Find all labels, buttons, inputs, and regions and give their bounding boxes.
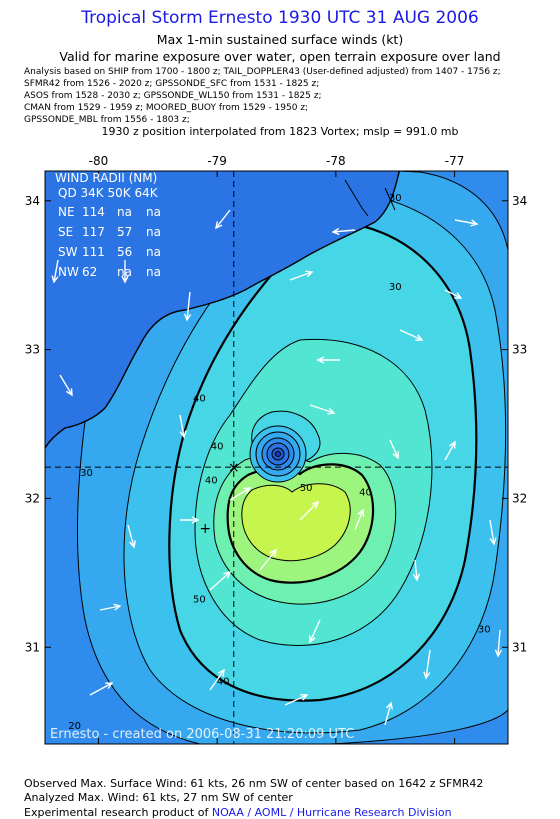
lat-tick-label-right: 31 xyxy=(512,640,527,654)
vortex-line: 1930 z position interpolated from 1823 V… xyxy=(101,125,459,138)
wind-vector xyxy=(354,508,365,531)
lat-tick-label-right: 34 xyxy=(512,194,527,208)
contour-label: 40 xyxy=(359,487,372,498)
lat-tick-label-right: 32 xyxy=(512,491,527,505)
contour-label: 50 xyxy=(300,483,313,494)
wind-vector xyxy=(184,291,192,322)
max-wind-marker: + xyxy=(199,521,211,537)
wind-vector xyxy=(309,404,336,415)
contour-label: 40 xyxy=(217,676,230,687)
wind-vector xyxy=(389,439,400,460)
wind-vector xyxy=(215,209,231,230)
wind-vector xyxy=(179,414,187,439)
wind-vector xyxy=(180,516,200,524)
wind-vector xyxy=(121,260,129,284)
wind-area-60kt xyxy=(241,483,351,562)
wind-vector xyxy=(209,570,232,591)
credit-line: Experimental research product of NOAA / … xyxy=(24,806,452,819)
observed-max-wind: Observed Max. Surface Wind: 61 kts, 26 n… xyxy=(24,777,484,790)
contour-label: 40 xyxy=(205,476,218,487)
source-line: ASOS from 1528 - 2030 z; GPSSONDE_WL150 … xyxy=(24,91,322,101)
map-title: Tropical Storm Ernesto 1930 UTC 31 AUG 2… xyxy=(81,8,479,28)
lat-tick-label-left: 33 xyxy=(25,343,40,357)
wind-vector xyxy=(89,682,114,696)
barrier-island xyxy=(344,179,396,217)
contour-label: 20 xyxy=(68,721,81,732)
contour-label: 40 xyxy=(211,441,224,452)
center-marker: × xyxy=(228,460,240,476)
hrd-link[interactable]: NOAA / AOML / Hurricane Research Divisio… xyxy=(211,806,452,819)
wind-vector xyxy=(444,440,456,461)
wind-vector xyxy=(59,374,73,397)
wind-radii-row: NE 114 na na xyxy=(58,205,161,219)
lat-tick-label-left: 32 xyxy=(25,491,40,505)
source-line: GPSSONDE_MBL from 1556 - 1803 z; xyxy=(24,115,190,125)
wind-vector xyxy=(299,500,320,521)
wind-field: 30 30 40 40 40 50 40 30 50 40 30 20 xyxy=(45,171,508,744)
wind-vector xyxy=(494,629,503,658)
wind-vector xyxy=(423,649,431,680)
wind-vector xyxy=(412,559,421,582)
wind-radii-row: SE 117 57 na xyxy=(58,225,161,239)
wind-radii-row: SW 111 56 na xyxy=(58,245,161,259)
wind-vector xyxy=(309,619,321,644)
contour-labels: 30 30 40 40 40 50 40 30 50 40 30 20 xyxy=(68,193,490,732)
source-line: SFMR42 from 1526 - 2020 z; GPSSONDE_SFC … xyxy=(24,79,320,89)
contour-label: 40 xyxy=(193,394,206,405)
wind-vector xyxy=(259,548,277,571)
map-subtitle: Max 1-min sustained surface winds (kt) xyxy=(156,32,404,47)
analyzed-max-wind: Analyzed Max. Wind: 61 kts, 27 nm SW of … xyxy=(24,791,293,804)
lon-tick-label-top: -79 xyxy=(207,154,227,168)
contour-label: 30 xyxy=(389,282,402,293)
lat-tick-label-right: 33 xyxy=(512,343,527,357)
coastline xyxy=(45,171,401,450)
contour-label: 30 xyxy=(478,624,491,635)
wind-arrows xyxy=(51,209,503,726)
wind-vector xyxy=(284,694,309,706)
lon-tick-label-top: -80 xyxy=(89,154,109,168)
wind-vector xyxy=(384,701,394,726)
wind-vector xyxy=(289,270,314,281)
wind-vector xyxy=(209,668,225,691)
wind-vector xyxy=(489,519,497,546)
wind-vector xyxy=(454,219,479,227)
lon-tick-label-top: -78 xyxy=(326,154,346,168)
wind-radii-title: WIND RADII (NM) xyxy=(55,171,157,185)
source-line: CMAN from 1529 - 1959 z; MOORED_BUOY fro… xyxy=(24,103,309,113)
lat-tick-label-left: 31 xyxy=(25,640,40,654)
contour-label: 30 xyxy=(389,193,402,204)
wind-radii-table: WIND RADII (NM) QD 34K 50K 64K NE 114 na n… xyxy=(55,171,161,279)
contour-label: 30 xyxy=(80,468,93,479)
source-line: Analysis based on SHIP from 1700 - 1800 … xyxy=(24,67,501,77)
wind-vector xyxy=(127,524,137,549)
lon-tick-label-top: -77 xyxy=(445,154,465,168)
core-ring xyxy=(275,451,281,457)
wind-radii-row: NW 62 na na xyxy=(58,265,161,279)
wind-vector xyxy=(51,259,59,284)
wind-radii-header: QD 34K 50K 64K xyxy=(58,186,159,200)
wind-vector xyxy=(331,227,356,236)
wind-vector xyxy=(229,487,252,501)
map-watermark: Ernesto - created on 2006-08-31 21:20:09… xyxy=(50,727,354,742)
wind-vector xyxy=(444,289,463,299)
lat-tick-label-left: 34 xyxy=(25,194,40,208)
wind-vector xyxy=(99,603,122,611)
map-frame xyxy=(44,170,509,745)
wind-vector xyxy=(399,329,424,341)
contour-label: 50 xyxy=(193,595,206,606)
map-subtitle-exposure: Valid for marine exposure over water, op… xyxy=(59,49,501,64)
wind-vector xyxy=(316,356,340,364)
